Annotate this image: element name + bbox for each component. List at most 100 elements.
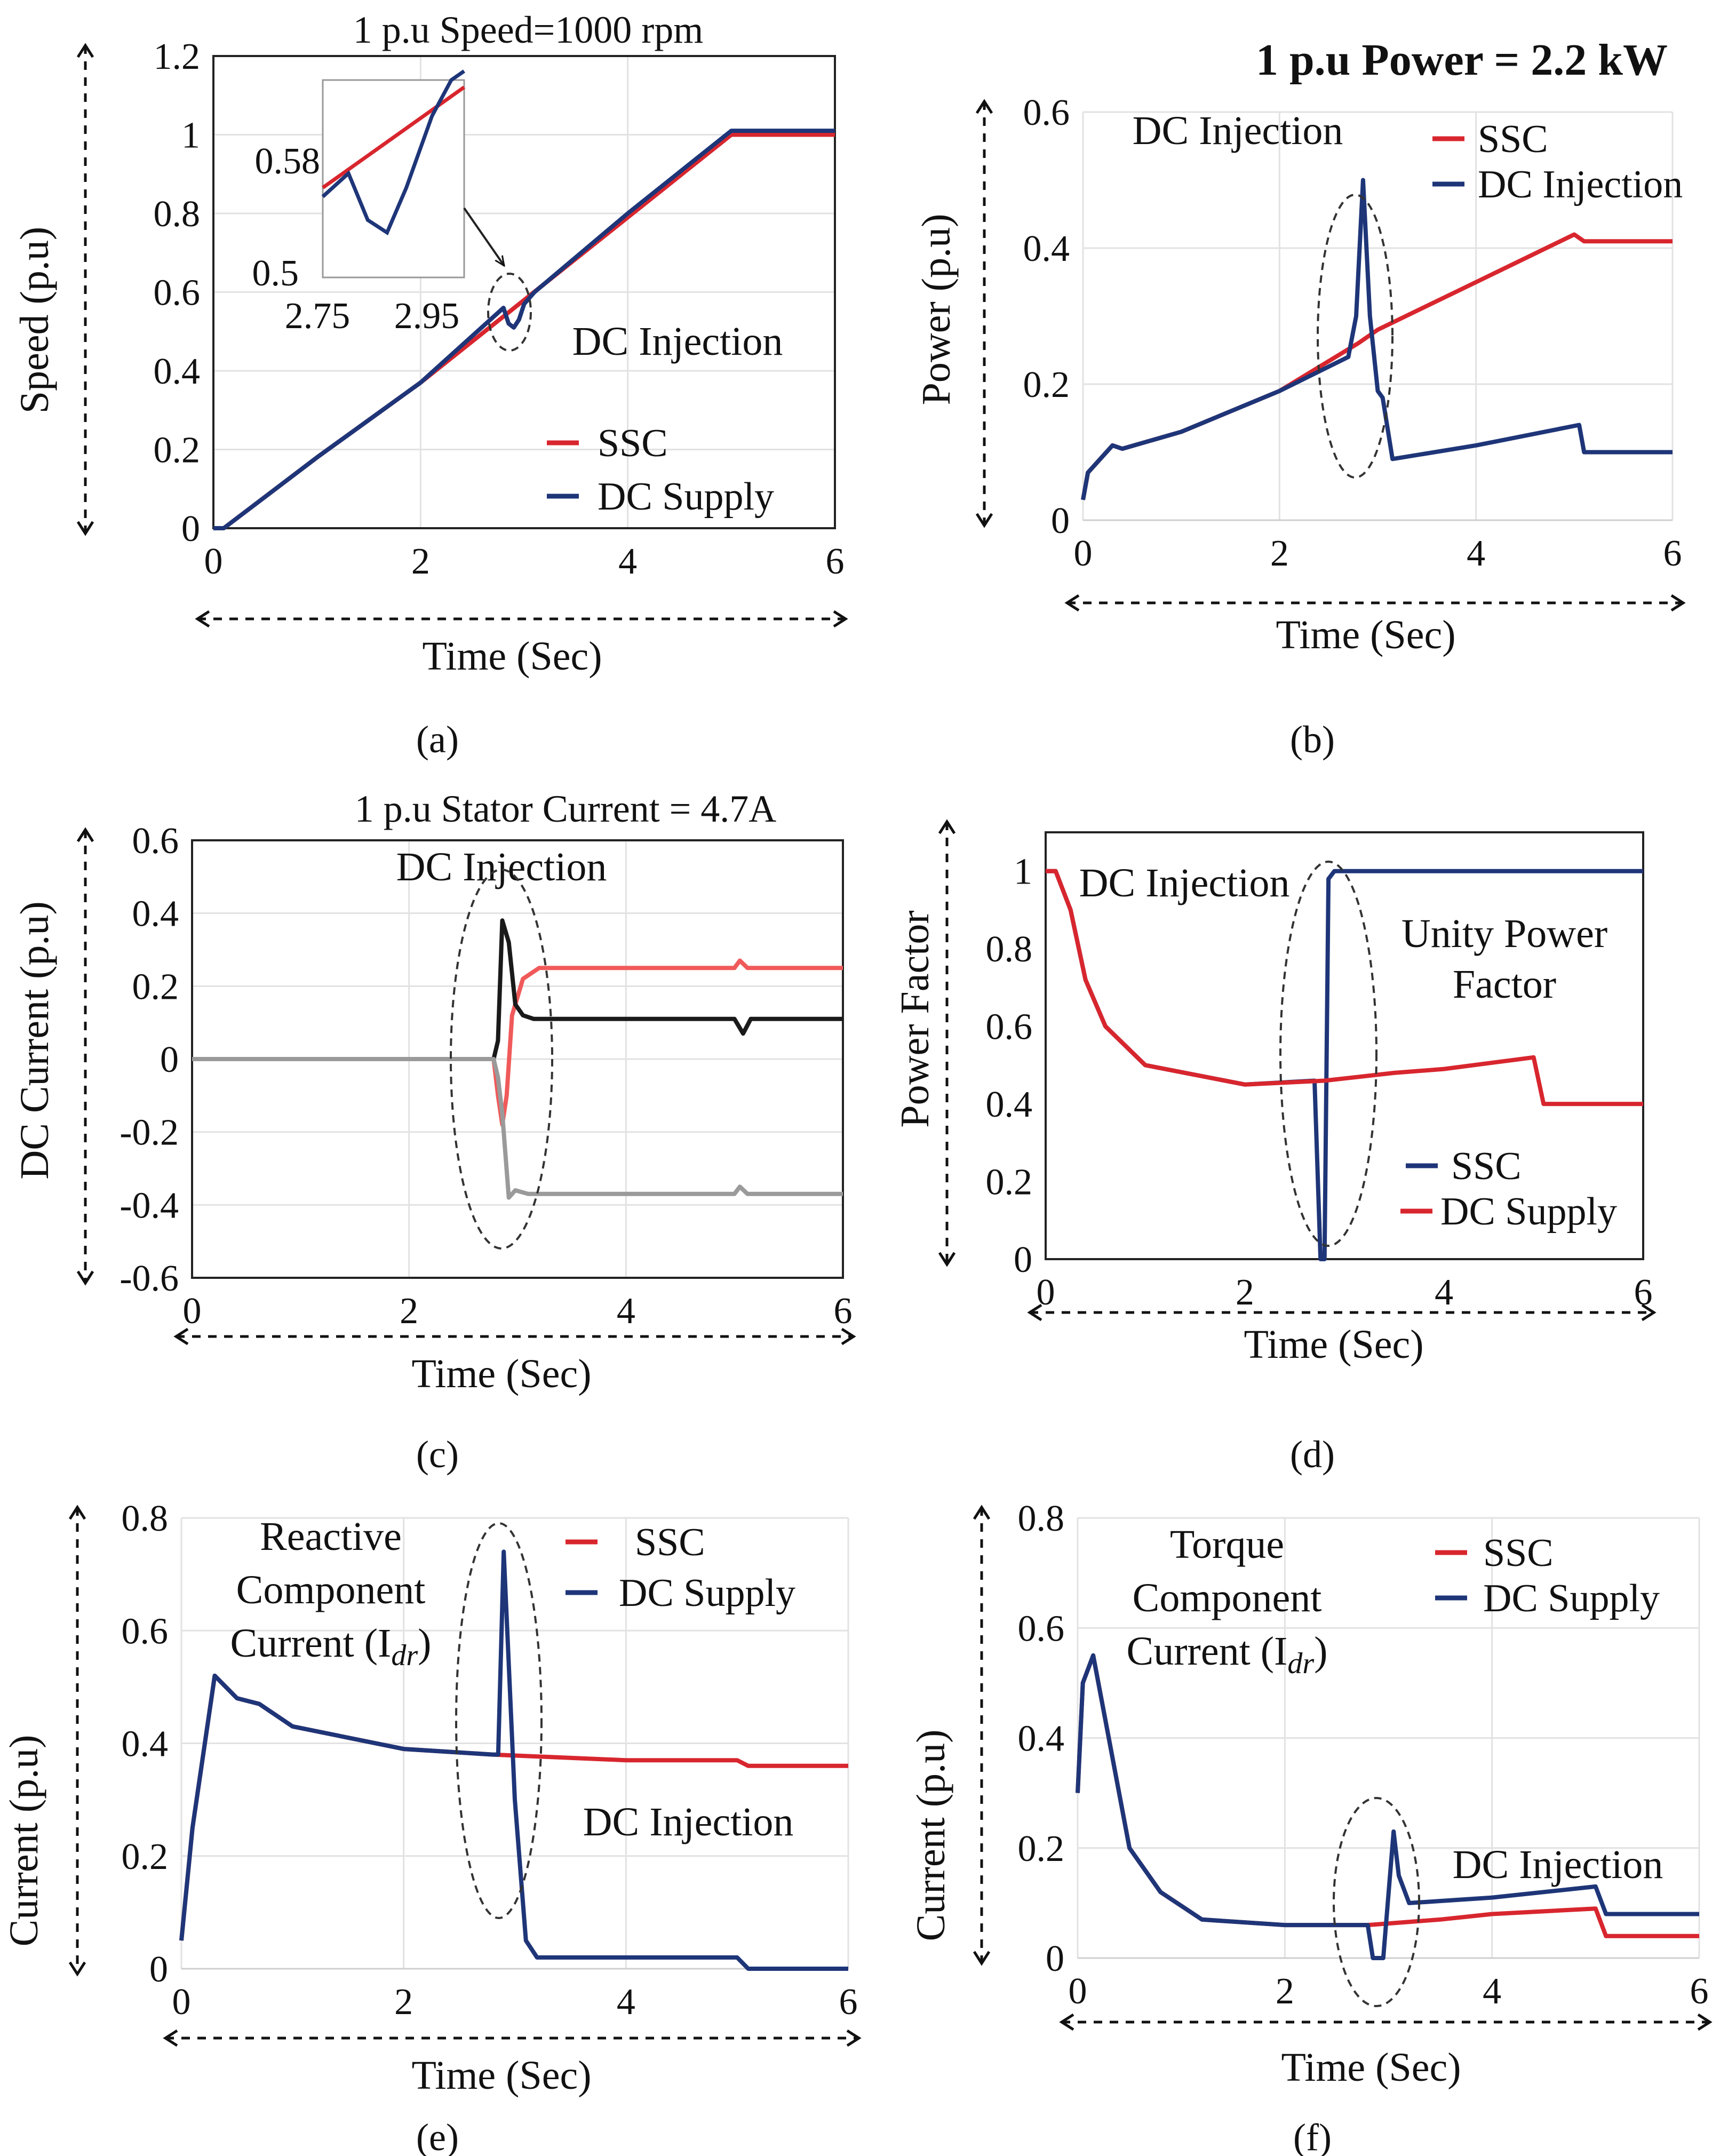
y-axis-arrowhead-top <box>76 43 94 58</box>
x-tick-label: 6 <box>834 1291 853 1332</box>
x-axis-arrowhead-left <box>1059 2013 1074 2031</box>
y-tick-label: 0.4 <box>986 1084 1033 1125</box>
y-axis-arrowhead-bottom <box>973 1951 991 1966</box>
y-tick-label: 0.8 <box>1018 1498 1065 1539</box>
panel-d-legend-ssc: SSC <box>1451 1144 1522 1188</box>
dc-injection-highlight <box>487 273 532 352</box>
y-axis-arrowhead-top <box>76 827 94 842</box>
x-axis-arrowhead-right <box>1697 2013 1713 2031</box>
x-tick-label: 4 <box>1483 1971 1501 2012</box>
series-line-dc-injection <box>1081 178 1673 500</box>
y-tick-label: 0.4 <box>1023 228 1070 269</box>
y-tick-label: 0.6 <box>154 273 201 314</box>
x-tick-label: 6 <box>839 1982 858 2023</box>
x-tick-label: 0 <box>1069 1971 1087 2012</box>
y-tick-label: 0.6 <box>122 1611 169 1652</box>
x-axis-arrowhead-right <box>1641 1303 1657 1322</box>
panel-e-xlabel: Time (Sec) <box>411 2053 591 2098</box>
panel-e-annotation-dc: DC Injection <box>583 1800 794 1844</box>
panel-d-annotation: DC Injection <box>1079 861 1290 905</box>
y-axis-arrowhead-bottom <box>76 521 94 536</box>
x-axis-arrowhead-left <box>163 2029 178 2047</box>
panel-f-annotation-dc: DC Injection <box>1453 1842 1663 1887</box>
y-tick-label: 1 <box>1014 852 1032 893</box>
panel-e: Current (p.u) Time (Sec) (e) Reactive Co… <box>2 1498 862 2156</box>
y-tick-label: 0.2 <box>154 430 201 471</box>
panel-d-subcaption: (d) <box>1290 1433 1335 1476</box>
y-tick-label: 0.2 <box>986 1162 1033 1203</box>
y-tick-label: -0.6 <box>120 1258 179 1299</box>
panel-b-legend-ssc: SSC <box>1478 117 1548 161</box>
panel-e-annotation-3-a: Current (I <box>230 1621 392 1666</box>
panel-d-ylabel: Power Factor <box>893 910 937 1127</box>
panel-a: 1 p.u Speed=1000 rpm Speed (p.u) Time (S… <box>12 9 848 761</box>
panel-f-annotation-3-sub: dr <box>1287 1647 1314 1680</box>
y-tick-label: 1 <box>181 115 200 156</box>
y-tick-label: 0.6 <box>986 1007 1033 1048</box>
panel-d-annotation-unity: Unity Power <box>1402 911 1607 956</box>
x-tick-label: 2 <box>411 541 430 582</box>
panel-e-subcaption: (e) <box>416 2116 459 2156</box>
panel-b: 1 p.u Power = 2.2 kW Power (p.u) Time (S… <box>914 35 1686 761</box>
plot-frame <box>212 55 836 529</box>
y-axis-arrowhead-top <box>973 1505 991 1520</box>
panel-e-annotation-1: Reactive <box>260 1514 402 1559</box>
panel-c: 1 p.u Stator Current = 4.7A DC Current (… <box>12 787 856 1476</box>
panel-c-annotation: DC Injection <box>396 845 607 889</box>
y-tick-label: 0 <box>1014 1239 1032 1280</box>
panel-b-ylabel: Power (p.u) <box>914 214 959 405</box>
x-axis-arrowhead-right <box>1670 594 1686 612</box>
panel-d-annotation-factor: Factor <box>1453 962 1556 1007</box>
x-tick-label: 2 <box>394 1982 413 2023</box>
panel-f-annotation-3: Current (Idr) <box>1127 1629 1328 1680</box>
panel-f-subcaption: (f) <box>1293 2116 1332 2156</box>
x-tick-label: 4 <box>617 1982 635 2023</box>
series-line-phase-2 <box>192 918 843 1061</box>
panel-d: Power Factor Time (Sec) (d) DC Injection… <box>893 819 1657 1476</box>
panel-e-ylabel: Current (p.u) <box>2 1735 46 1947</box>
panel-b-annotation: DC Injection <box>1133 108 1343 153</box>
x-tick-label: 0 <box>1074 533 1093 574</box>
panel-a-legend-ssc: SSC <box>598 421 668 465</box>
panel-b-title: 1 p.u Power = 2.2 kW <box>1256 35 1668 85</box>
dc-injection-highlight <box>455 1522 543 1919</box>
panel-a-legend-dc: DC Supply <box>598 475 774 519</box>
panel-b-xlabel: Time (Sec) <box>1276 612 1455 657</box>
series-line-phase-1 <box>192 958 843 1127</box>
panel-f-xlabel: Time (Sec) <box>1281 2045 1461 2090</box>
y-axis-arrowhead-bottom <box>68 1961 86 1977</box>
y-axis-arrowhead-top <box>68 1505 86 1520</box>
x-axis-arrowhead-right <box>833 610 848 628</box>
panel-e-annotation-2: Component <box>236 1568 426 1612</box>
x-axis-arrowhead-left <box>1027 1303 1042 1322</box>
panel-c-title: 1 p.u Stator Current = 4.7A <box>355 787 777 830</box>
panel-f-ylabel: Current (p.u) <box>909 1730 953 1942</box>
y-axis-arrowhead-bottom <box>76 1270 94 1286</box>
panel-d-xlabel: Time (Sec) <box>1244 1322 1423 1367</box>
x-tick-label: 4 <box>1467 533 1485 574</box>
y-tick-label: 0 <box>160 1039 179 1080</box>
y-tick-label: 0.8 <box>986 929 1033 970</box>
y-tick-label: 0.2 <box>122 1836 169 1877</box>
x-tick-label: 4 <box>618 541 637 582</box>
y-axis-arrowhead-bottom <box>938 1252 956 1267</box>
inset-frame <box>322 79 465 279</box>
y-tick-label: 0.6 <box>132 821 179 862</box>
panel-f: Current (p.u) Time (Sec) (f) Torque Comp… <box>909 1498 1713 2156</box>
panel-a-inset-ytick: 0.5 <box>252 253 299 294</box>
x-tick-label: 2 <box>1276 1971 1294 2012</box>
panel-d-legend-dc: DC Supply <box>1440 1190 1617 1234</box>
x-tick-label: 0 <box>204 541 223 582</box>
x-tick-label: 4 <box>617 1291 635 1332</box>
panel-f-annotation-3-a: Current (I <box>1127 1629 1288 1674</box>
inset-series-dc-supply <box>321 69 466 236</box>
y-tick-label: 0.2 <box>1018 1828 1065 1869</box>
panel-e-legend-ssc: SSC <box>635 1521 705 1564</box>
y-axis-arrowhead-top <box>975 99 993 114</box>
series-line-phase-3 <box>192 1057 843 1200</box>
series-line-dc-supply <box>1046 869 1643 1107</box>
panel-f-annotation-2: Component <box>1133 1576 1322 1620</box>
panel-a-annotation: DC Injection <box>572 319 783 364</box>
panel-b-subcaption: (b) <box>1290 718 1335 761</box>
